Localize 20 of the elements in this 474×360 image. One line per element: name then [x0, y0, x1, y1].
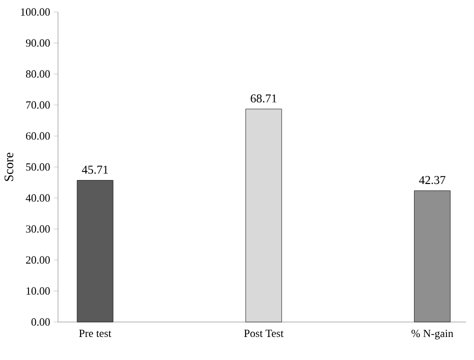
data-label: 42.37: [419, 176, 446, 184]
y-tick-label: 100.00: [21, 8, 50, 16]
y-tick-label: 40.00: [26, 194, 50, 202]
x-tick-label: Post Test: [244, 330, 284, 338]
y-tick-label: 60.00: [26, 132, 50, 140]
x-tick-label: Pre test: [79, 330, 112, 338]
y-tick-label: 0.00: [31, 318, 50, 326]
x-tick-label: % N-gain: [412, 330, 454, 340]
y-tick-label: 10.00: [26, 287, 50, 295]
bar: [245, 108, 282, 322]
y-tick-label: 20.00: [26, 256, 50, 264]
y-tick-label: 30.00: [26, 225, 50, 233]
y-tick-label: 70.00: [26, 101, 50, 109]
y-tick-label: 50.00: [26, 163, 50, 171]
y-tick-label: 90.00: [26, 39, 50, 47]
y-tick-label: 80.00: [26, 70, 50, 78]
data-label: 45.71: [82, 166, 108, 174]
y-axis-title: Score: [4, 152, 14, 181]
data-label: 68.71: [250, 94, 276, 102]
bar: [414, 190, 450, 322]
